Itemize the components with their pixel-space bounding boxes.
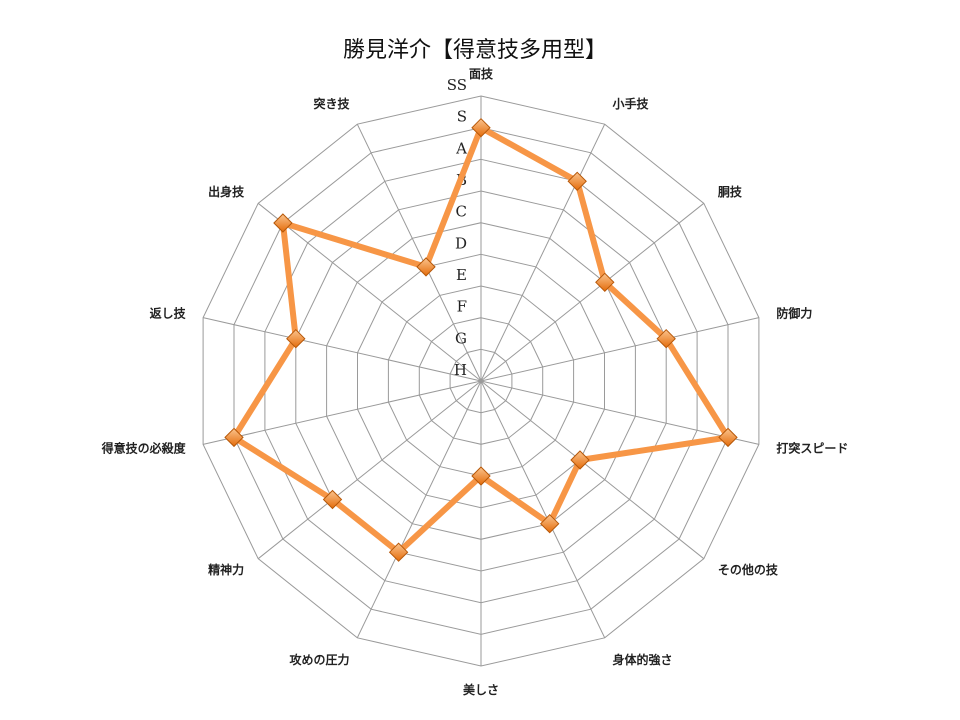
axis-label: 返し技 xyxy=(150,306,187,321)
axis-label: 攻めの圧力 xyxy=(289,652,349,667)
spoke-line xyxy=(480,202,705,382)
data-point xyxy=(718,427,738,448)
axis-label: 得意技の必殺度 xyxy=(101,440,187,455)
data-point xyxy=(595,272,615,293)
series-layer xyxy=(224,117,738,562)
grid-layer xyxy=(202,95,760,667)
tick-label: A xyxy=(455,139,467,157)
axis-label: 突き技 xyxy=(313,96,350,111)
tick-label: D xyxy=(455,234,467,252)
spoke-line xyxy=(202,317,482,382)
tick-label: SS xyxy=(447,76,467,94)
axis-label: 面技 xyxy=(469,66,494,81)
data-point xyxy=(567,171,587,192)
spoke-line xyxy=(480,123,606,382)
axis-label: 出身技 xyxy=(208,184,245,199)
axis-label: 胴技 xyxy=(718,184,743,199)
tick-label: S xyxy=(457,108,467,126)
spoke-line xyxy=(356,123,482,382)
axis-label: 防御力 xyxy=(776,306,812,321)
data-point xyxy=(224,427,244,448)
data-point xyxy=(416,257,436,277)
axis-label: 身体的強さ xyxy=(613,652,673,667)
axis-label: その他の技 xyxy=(718,562,779,577)
tick-label: C xyxy=(456,203,467,221)
data-point xyxy=(471,117,491,138)
tick-label: E xyxy=(456,266,467,284)
data-point xyxy=(286,328,306,349)
spoke-line xyxy=(480,317,760,382)
data-point xyxy=(656,328,676,349)
axis-label: 打突スピード xyxy=(776,440,848,455)
axis-label: 美しさ xyxy=(463,682,499,697)
chart-title: 勝見洋介【得意技多用型】 xyxy=(343,38,607,63)
data-point xyxy=(322,489,343,510)
spoke-line xyxy=(480,380,606,639)
data-point xyxy=(471,466,491,486)
spoke-line xyxy=(257,202,482,382)
data-point xyxy=(388,542,409,562)
data-point xyxy=(570,450,590,470)
axis-label: 精神力 xyxy=(208,562,244,577)
data-point xyxy=(273,213,293,233)
spoke-line xyxy=(257,380,482,560)
spoke-line xyxy=(356,380,482,639)
tick-label: G xyxy=(455,329,467,347)
spoke-line xyxy=(480,380,705,560)
tick-label: H xyxy=(454,361,467,379)
axis-label: 小手技 xyxy=(613,96,650,111)
tick-label: F xyxy=(457,298,467,316)
data-point xyxy=(539,513,560,534)
spoke-line xyxy=(480,380,760,445)
spoke-line xyxy=(202,380,482,445)
